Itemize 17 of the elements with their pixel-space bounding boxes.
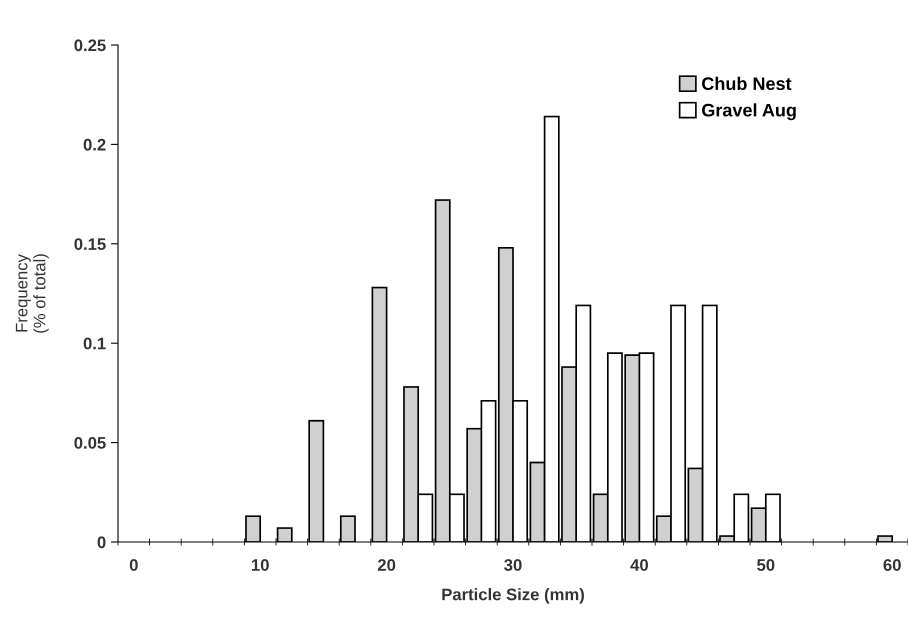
legend-label: Chub Nest — [702, 76, 792, 90]
x-tick-label: 10 — [252, 559, 269, 571]
x-axis-title: Particle Size (mm) — [442, 588, 584, 604]
y-tick-label: 0.05 — [74, 437, 106, 449]
x-tick-label: 30 — [504, 559, 522, 571]
x-tick-label: 40 — [630, 559, 648, 571]
x-tick-label: 60 — [884, 559, 901, 571]
legend-label: Gravel Aug — [702, 103, 796, 120]
x-tick-label: 0 — [130, 559, 138, 571]
y-tick-label: 0.1 — [84, 338, 106, 350]
y-tick-label: 0.25 — [74, 39, 106, 52]
y-tick-label: 0.15 — [74, 238, 106, 250]
x-tick-label: 20 — [378, 559, 396, 571]
x-tick-label: 50 — [757, 559, 774, 571]
y-tick-label: 0 — [98, 536, 106, 548]
y-tick-label: 0.2 — [84, 138, 106, 151]
y-axis-title: Frequency (% of total) — [16, 254, 49, 333]
